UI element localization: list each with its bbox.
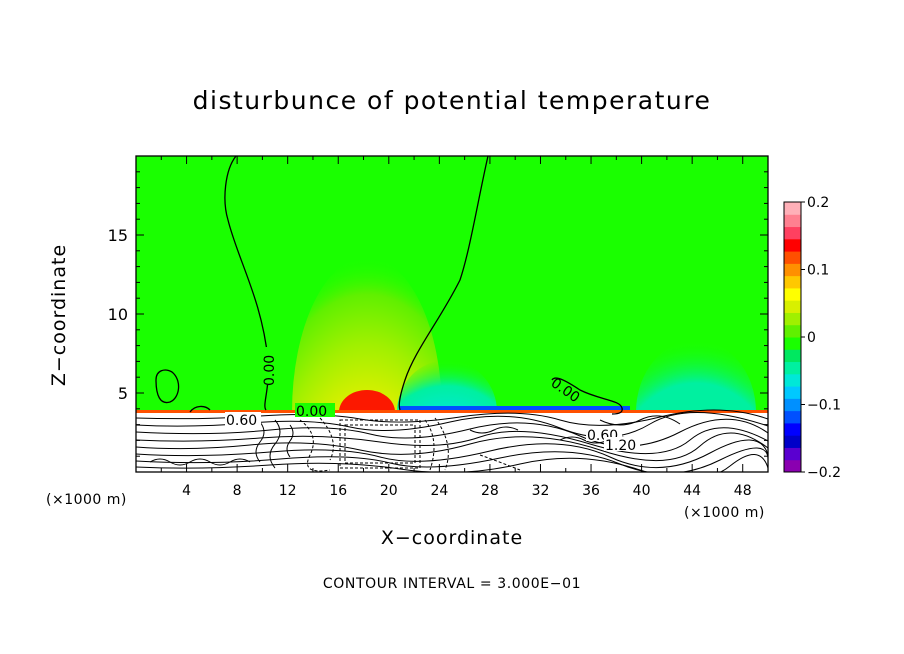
plot-area [136, 156, 768, 472]
contour-interval: CONTOUR INTERVAL = 3.000E−01 [322, 576, 582, 592]
x-tick-label: 4 [182, 483, 191, 499]
chart-title: disturbunce of potential temperature [192, 86, 712, 115]
contour-label-bg [258, 347, 280, 385]
x-tick-label: 44 [683, 483, 701, 499]
colorbar-label: 0 [807, 330, 816, 346]
x-tick-label: 16 [329, 483, 347, 499]
colorbar-segment [784, 459, 801, 473]
colorbar-segment [784, 422, 801, 436]
x-tick-label: 36 [582, 483, 600, 499]
x-axis-ticks: 4 8 12 16 20 24 28 32 36 40 44 48 [160, 156, 769, 499]
colorbar-segment [784, 287, 801, 301]
colorbar-segment [784, 435, 801, 448]
colorbar-segment [784, 361, 801, 375]
boundary-layer-cool [400, 406, 630, 410]
colorbar-segment [784, 312, 801, 326]
contour-label-bg [604, 437, 640, 451]
colorbar-segment [784, 398, 801, 412]
turbulent-contours [149, 415, 681, 469]
stable-layer-contours [136, 409, 768, 472]
x-tick-label: 12 [279, 483, 297, 499]
y-tick-label: 10 [108, 305, 128, 324]
colorbar-segment [784, 300, 801, 313]
colorbar-segment [784, 238, 801, 252]
colorbar-segment [784, 447, 801, 461]
y-tick-label: 15 [108, 226, 128, 245]
y-axis-ticks: 5 10 15 [108, 171, 768, 457]
x-tick-label: 28 [481, 483, 499, 499]
colorbar-segment [784, 410, 801, 424]
colorbar-segment [784, 251, 801, 264]
colorbar-segment [784, 275, 801, 289]
y-tick-label: 5 [118, 384, 128, 403]
colorbar-label: 0.2 [807, 195, 829, 211]
boundary-layer-warm [136, 410, 768, 413]
contour-label-bg [225, 412, 261, 426]
contour-label-3: 0.60 [226, 413, 257, 429]
x-tick-label: 8 [233, 483, 242, 499]
colorbar-segment [784, 324, 801, 338]
colorbar-segment [784, 373, 801, 387]
zero-contours [155, 156, 623, 415]
x-unit-right: (×1000 m) [684, 505, 765, 521]
x-tick-label: 32 [532, 483, 550, 499]
colorbar-label: −0.1 [807, 398, 841, 414]
colorbar-label: 0.1 [807, 263, 829, 279]
y-axis-label: Z−coordinate [48, 243, 70, 387]
x-tick-label: 20 [380, 483, 398, 499]
contour-label-1: 0.00 [296, 404, 327, 420]
colorbar-segment [784, 226, 801, 240]
colorbar-segment [784, 349, 801, 363]
contour-label-5: 1.20 [605, 438, 636, 454]
contour-label-0: 0.00 [262, 355, 278, 386]
x-tick-label: 48 [734, 483, 752, 499]
colorbar-segment [784, 202, 801, 215]
x-axis-label: X−coordinate [380, 527, 524, 549]
x-tick-label: 40 [633, 483, 651, 499]
contour-label-bg [295, 403, 335, 417]
colorbar-segment [784, 263, 801, 277]
colorbar-label: −0.2 [807, 465, 841, 481]
colorbar-segment [784, 386, 801, 399]
x-unit-left: (×1000 m) [46, 492, 127, 508]
negative-contours [299, 417, 521, 472]
colorbar-segment [784, 337, 801, 350]
x-tick-label: 24 [430, 483, 448, 499]
colorbar: 0.2 0.1 0 −0.1 −0.2 [783, 195, 841, 481]
colorbar-segment [784, 214, 801, 228]
